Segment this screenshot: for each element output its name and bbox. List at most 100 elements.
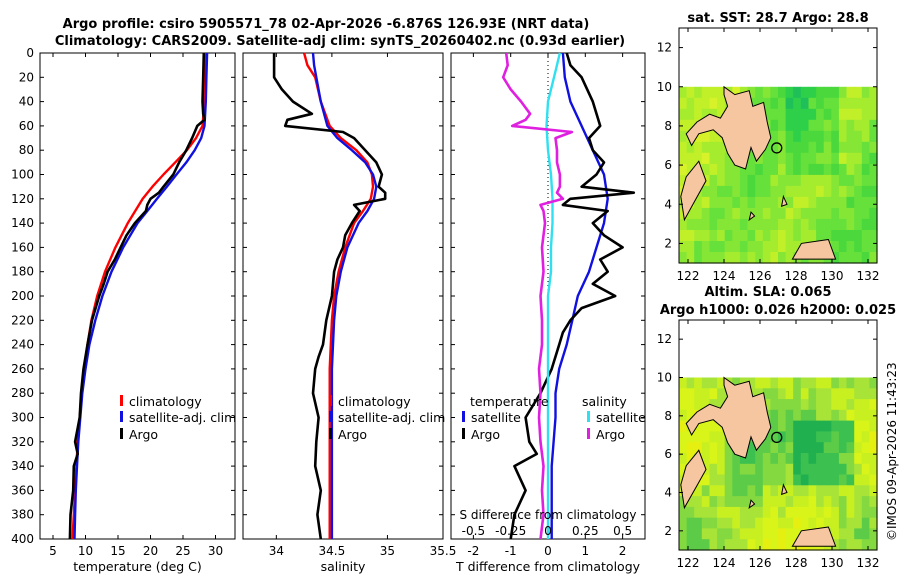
altim_map-cell	[739, 539, 749, 551]
sat_sst_map-land-mass	[685, 85, 772, 170]
altim_map-cell	[838, 399, 848, 411]
sat_sst_map-cell	[709, 97, 718, 110]
altim_map-cell	[717, 474, 726, 486]
temperature-ytick-label: 380	[11, 508, 34, 522]
altim_map-cell	[778, 506, 787, 519]
altim_map-cell	[755, 377, 764, 389]
altim_map-cell	[701, 377, 710, 389]
sat_sst_map-cell	[846, 174, 855, 187]
sat_sst_map-cell	[686, 141, 695, 154]
altim_map-cell	[838, 528, 848, 540]
temperature-ytick-label: 60	[19, 119, 34, 133]
altim_map-cell	[701, 453, 710, 465]
sat_sst_map-xtick-label: 128	[785, 269, 808, 283]
sat_sst_map-cell	[869, 86, 878, 99]
altim_map-cell	[770, 474, 779, 486]
altim_map-xtick-label: 122	[677, 556, 700, 570]
altim_map-cell	[785, 409, 794, 422]
sat_sst_map-cell	[831, 196, 840, 209]
sat_sst_map-cell	[838, 185, 848, 198]
temp-climatology-legend-marker	[120, 395, 123, 406]
sat_sst_map-cell	[800, 86, 809, 99]
sat_sst_map-cell	[846, 185, 855, 198]
sat_sst_map-cell	[686, 163, 695, 176]
altim_map-xtick-label: 126	[749, 556, 772, 570]
sat_sst_map-cell	[747, 86, 756, 99]
sat_sst_map-cell	[709, 241, 718, 253]
sat_sst_map-cell	[717, 241, 726, 253]
altim_map-cell	[869, 517, 878, 530]
altim_map-xtick-label: 132	[857, 556, 880, 570]
altim_map-cell	[831, 377, 840, 389]
altim_map-cell	[793, 485, 802, 497]
sat_sst_map-cell	[846, 141, 855, 154]
sat_sst_map-cell	[854, 97, 863, 110]
diff-t-satellite-legend-label: satellite	[471, 410, 521, 425]
altim_map-cell	[717, 496, 726, 508]
altim_map-cell	[755, 453, 764, 465]
sat_sst_map-cell	[846, 252, 855, 264]
altim_map-cell	[785, 539, 794, 551]
altim_map-cell	[831, 409, 840, 422]
sat_sst_map-cell	[816, 196, 825, 209]
sat_sst_map-cell	[846, 230, 855, 242]
temperature-ytick-label: 80	[19, 143, 34, 157]
sat_sst_map-cell	[854, 230, 863, 242]
altim_map-cell	[717, 399, 726, 411]
altim_map-cell	[709, 463, 718, 476]
altim_map-cell	[739, 463, 749, 476]
temp-argo-legend-label: Argo	[129, 427, 158, 442]
altim_map-cell	[869, 463, 878, 476]
sat_sst_map-cell	[816, 97, 825, 110]
sat_sst_map-cell	[747, 185, 756, 198]
sat_sst_map-cell	[816, 152, 825, 165]
sat_sst_map-cell	[846, 108, 855, 121]
sat_sst_map-cell	[679, 130, 688, 143]
altim_map-land-mass	[780, 483, 788, 496]
sat_sst_map-cell	[747, 174, 756, 187]
altim_map-cell	[846, 442, 855, 454]
sat_sst_map-cell	[800, 185, 809, 198]
altim_map-cell	[701, 431, 710, 443]
sat_sst_map-cell	[724, 241, 733, 253]
sat_sst_map-cell	[717, 141, 726, 154]
sat_sst_map-cell	[770, 185, 779, 198]
sat_sst_map-cell	[854, 130, 863, 143]
sat_sst_map-cell	[861, 163, 870, 176]
altim_map-cell	[823, 517, 832, 530]
altim_map-cell	[778, 453, 787, 465]
temperature-ytick-label: 180	[11, 265, 34, 279]
sat_sst_map-cell	[793, 119, 802, 132]
altim_map-cell	[846, 496, 855, 508]
sat_sst_map-cell	[694, 130, 703, 143]
altim_map-cell	[861, 453, 870, 465]
sat_sst_map-cell	[762, 207, 771, 220]
sat_sst_map-cell	[747, 218, 756, 231]
altim_map-cell	[785, 528, 794, 540]
altim_map-cell	[831, 474, 840, 486]
altim_map-cell	[869, 431, 878, 443]
temp-argo-legend-marker	[120, 428, 123, 439]
salinity-xtick-label: 35.5	[430, 544, 457, 558]
sat_sst_map-cell	[823, 230, 832, 242]
altim_map-cell	[694, 485, 703, 497]
sat_sst_map-cell	[831, 86, 840, 99]
sat_sst_map-land-mass	[748, 211, 756, 222]
altim_map-cell	[831, 506, 840, 519]
salinity-xtick-label: 35	[380, 544, 395, 558]
altim_map-cell	[846, 528, 855, 540]
altim_map-cell	[739, 474, 749, 486]
sat_sst_map-cell	[762, 108, 771, 121]
sat_sst_map-cell	[823, 207, 832, 220]
altim_map-cell	[724, 463, 733, 476]
difference-legend-salinity-title: salinity	[582, 394, 627, 409]
sat_sst_map-cell	[808, 230, 817, 242]
diff-t-argo-legend-marker	[462, 428, 465, 439]
sat_sst_map-cell	[823, 97, 832, 110]
sat_sst_map-cell	[762, 86, 771, 99]
sat_sst_map-cell	[709, 230, 718, 242]
sat_sst_map-cell	[861, 230, 870, 242]
altim_map-cell	[724, 453, 733, 465]
altim_map-cell	[717, 388, 726, 400]
altim_map-cell	[701, 517, 710, 530]
